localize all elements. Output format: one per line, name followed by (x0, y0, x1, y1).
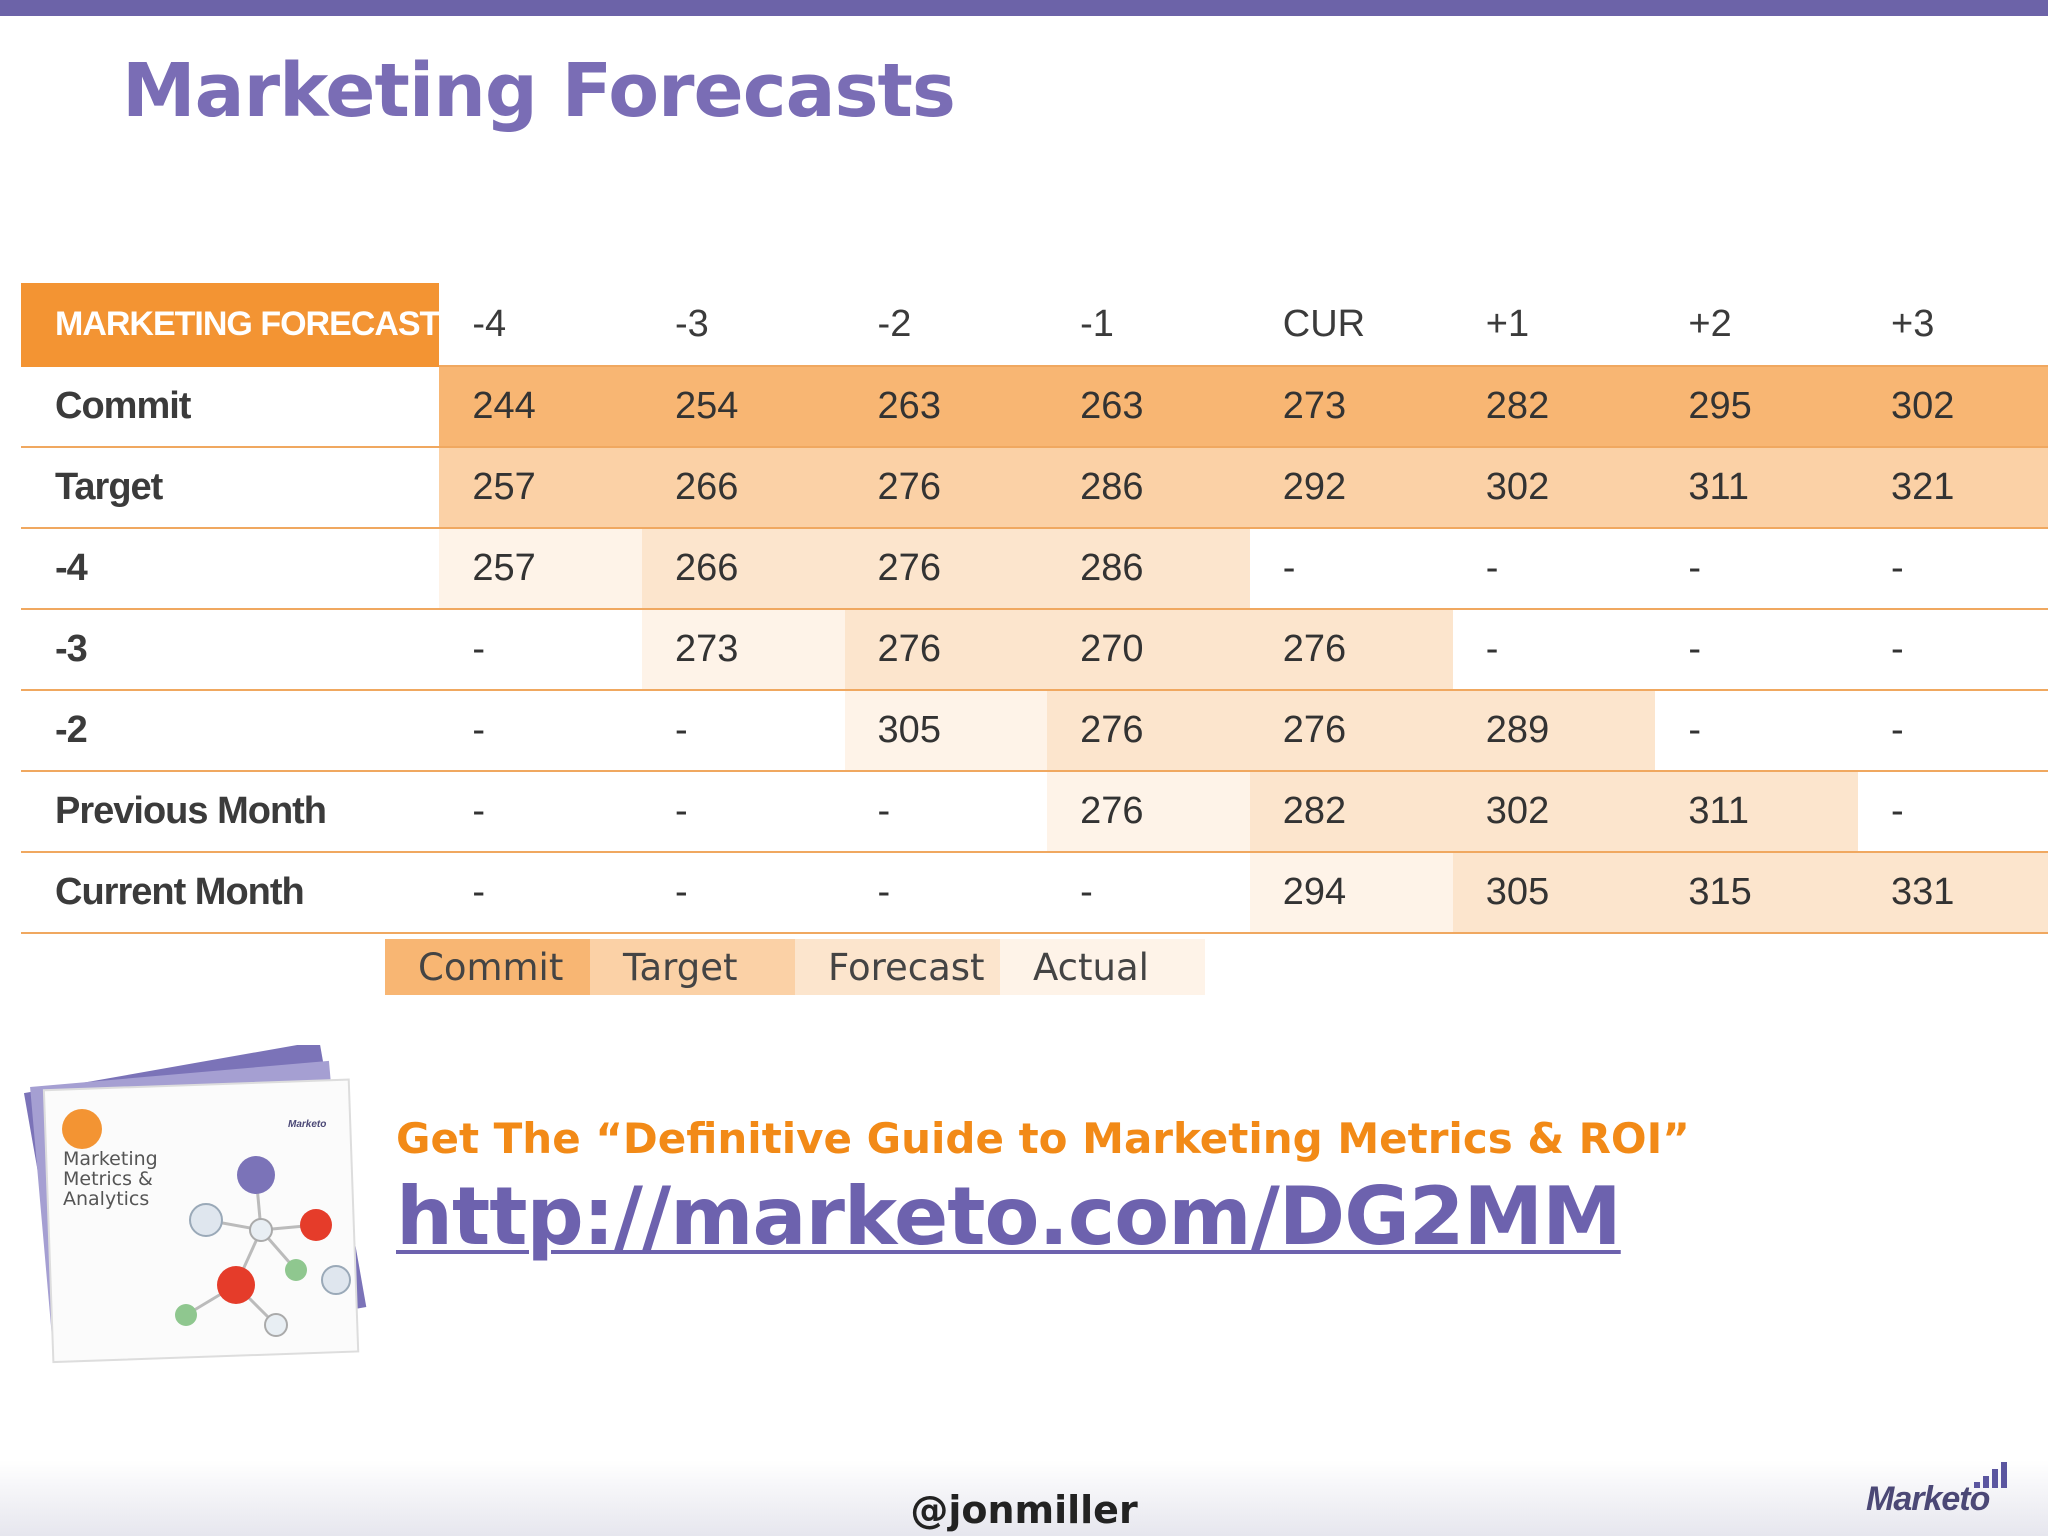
legend-target: Target (590, 939, 795, 995)
table-row: -2- -305 276 276 289- - (21, 690, 2048, 772)
table-cell: - (1858, 609, 2048, 691)
table-cell: - (1655, 528, 1859, 610)
table-cell: 302 (1858, 366, 2048, 448)
period-header: +2 (1655, 283, 1859, 367)
table-cell: 305 (844, 690, 1048, 772)
guide-download-link[interactable]: http://marketo.com/DG2MM (396, 1170, 1622, 1263)
table-cell: 321 (1858, 447, 2048, 529)
guide-book-image[interactable]: Marketing Metrics & Analytics Marketo (16, 1045, 386, 1365)
table-cell: - (844, 771, 1048, 853)
row-label: -4 (21, 528, 440, 610)
guide-cta-text: Get The “Definitive Guide to Marketing M… (396, 1114, 1690, 1163)
row-label: Target (21, 447, 440, 529)
table-cell: 273 (641, 609, 845, 691)
footer-bar (0, 1460, 2048, 1536)
table-row: Commit 244 254 263 263 273 282 295 302 (21, 366, 2048, 448)
legend-actual: Actual (1000, 939, 1205, 995)
row-label: Current Month (21, 852, 440, 934)
table-cell: 295 (1655, 366, 1859, 448)
table-cell: 276 (844, 528, 1048, 610)
table-cell: - (641, 771, 845, 853)
table-cell: 302 (1452, 447, 1656, 529)
table-cell: 266 (641, 528, 845, 610)
table-cell: - (439, 771, 642, 853)
footer-brand: Marketo (1866, 1480, 1990, 1518)
table-cell: 292 (1249, 447, 1453, 529)
table-cell: 282 (1249, 771, 1453, 853)
table-cell: - (1655, 690, 1859, 772)
table-cell: 311 (1655, 447, 1859, 529)
table-cell: 263 (844, 366, 1048, 448)
period-header: -3 (641, 283, 845, 367)
period-header: +3 (1858, 283, 2048, 367)
table-cell: - (439, 609, 642, 691)
table-cell: - (1452, 528, 1656, 610)
period-header: +1 (1452, 283, 1656, 367)
table-cell: 276 (1249, 690, 1453, 772)
table-cell: 244 (439, 366, 642, 448)
table-header-row: MARKETING FORECAST -4 -3 -2 -1 CUR +1 +2… (21, 283, 2048, 367)
table-cell: 273 (1249, 366, 1453, 448)
row-label: Commit (21, 366, 440, 448)
slide-title: Marketing Forecasts (122, 48, 956, 134)
table-cell: 294 (1249, 852, 1453, 934)
table-row: Previous Month - - -276 282 302 311- (21, 771, 2048, 853)
table-cell: 286 (1047, 528, 1250, 610)
forecast-table: MARKETING FORECAST -4 -3 -2 -1 CUR +1 +2… (21, 283, 2048, 934)
table-cell: - (844, 852, 1048, 934)
twitter-handle: @jonmiller (910, 1488, 1138, 1532)
legend-commit: Commit (385, 939, 590, 995)
period-header: -2 (844, 283, 1048, 367)
row-label: -3 (21, 609, 440, 691)
table-cell: - (1249, 528, 1453, 610)
table-cell: 286 (1047, 447, 1250, 529)
table-cell: 282 (1452, 366, 1656, 448)
table-cell: 311 (1655, 771, 1859, 853)
book-title-line: Analytics (63, 1188, 149, 1210)
period-header: CUR (1249, 283, 1453, 367)
row-label: Previous Month (21, 771, 440, 853)
table-cell: - (641, 690, 845, 772)
table-cell: 276 (1047, 690, 1250, 772)
row-label: -2 (21, 690, 440, 772)
table-cell: 270 (1047, 609, 1250, 691)
table-cell: - (1452, 609, 1656, 691)
table-cell: - (1858, 771, 2048, 853)
table-row: Current Month - - - -294 305 315 331 (21, 852, 2048, 934)
table-cell: 263 (1047, 366, 1250, 448)
table-cell: 276 (844, 447, 1048, 529)
table-cell: 257 (439, 528, 642, 610)
table-cell: 289 (1452, 690, 1656, 772)
book-brand: Marketo (288, 1119, 326, 1130)
table-cell: - (439, 690, 642, 772)
table-cell: - (1858, 528, 2048, 610)
shading-legend: Commit Target Forecast Actual (385, 939, 1205, 995)
table-cell: - (1655, 609, 1859, 691)
table-cell: 331 (1858, 852, 2048, 934)
table-cell: - (1047, 852, 1250, 934)
table-row: -4 257 266 276 286- - - - (21, 528, 2048, 610)
table-cell: 266 (641, 447, 845, 529)
period-header: -1 (1047, 283, 1250, 367)
table-cell: 257 (439, 447, 642, 529)
book-title-line: Marketing (63, 1148, 158, 1170)
table-cell: 276 (1047, 771, 1250, 853)
top-accent-bar (0, 0, 2048, 16)
table-cell: 302 (1452, 771, 1656, 853)
table-cell: 276 (844, 609, 1048, 691)
table-cell: 254 (641, 366, 845, 448)
table-row: Target 257 266 276 286 292 302 311 321 (21, 447, 2048, 529)
book-title-line: Metrics & (63, 1168, 153, 1190)
table-cell: 276 (1249, 609, 1453, 691)
table-cell: 305 (1452, 852, 1656, 934)
table-corner-label: MARKETING FORECAST (21, 283, 440, 367)
marketo-logo-icon (1974, 1462, 2007, 1488)
table-row: -3-273 276 270 276- - - (21, 609, 2048, 691)
table-cell: - (641, 852, 845, 934)
table-cell: - (439, 852, 642, 934)
table-cell: - (1858, 690, 2048, 772)
legend-forecast: Forecast (795, 939, 1000, 995)
table-cell: 315 (1655, 852, 1859, 934)
period-header: -4 (439, 283, 642, 367)
